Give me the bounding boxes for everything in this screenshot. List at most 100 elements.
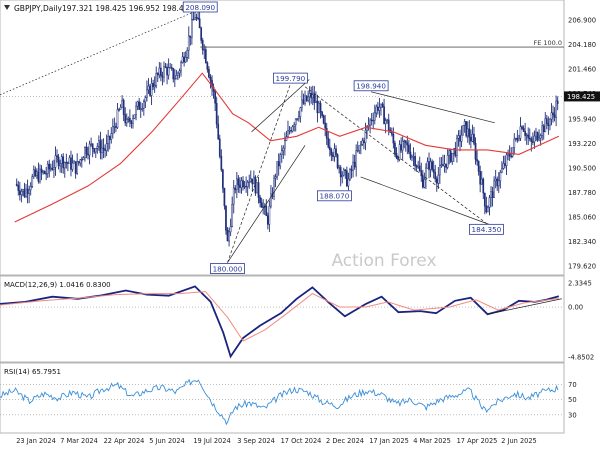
candle-body [136,101,139,107]
candle-body [245,185,247,188]
candle-body [336,154,339,168]
candle-body [373,112,376,121]
candle-body [149,85,151,96]
candle-body [211,80,213,88]
candle-body [510,155,513,158]
candle-body [516,138,519,141]
candle-body [346,170,348,187]
x-tick-label: 17 Jan 2025 [369,437,409,445]
candle-body [246,182,249,187]
candle-body [96,146,99,149]
candle-body [411,156,413,159]
x-tick-label: 7 Mar 2024 [60,437,98,445]
candle-body [53,167,55,170]
candle-body [186,49,189,58]
candle-body [197,17,199,20]
candle-body [426,161,429,169]
candle-body [15,183,18,186]
candle-body [99,140,102,153]
candle-body [28,189,30,194]
candle-body [466,128,469,137]
candle-body [479,171,482,185]
candle-body [390,132,393,135]
candle-body [358,145,361,151]
candle-body [175,75,178,80]
candle-body [493,180,495,198]
candle-body [191,19,193,38]
candle-body [423,179,426,188]
candle-body [439,165,441,176]
candle-body [364,130,367,144]
candle-body [342,169,345,176]
candle-body [107,135,110,144]
macd-trendline [487,298,562,315]
candle-body [187,35,190,51]
candle-body [234,187,237,190]
candle-body [87,153,89,156]
macd-panel [0,275,565,363]
x-tick-label: 2 Jun 2025 [501,437,536,445]
candle-body [146,89,148,98]
candle-body [412,156,415,158]
candle-body [266,215,269,225]
candle-body [471,133,474,142]
candle-body [249,178,252,183]
candle-body [552,112,554,116]
candle-body [77,161,80,164]
candle-body [435,178,438,184]
candle-body [139,108,142,110]
candle-body [56,155,58,158]
candle-body [315,100,317,103]
candle-body [74,161,77,174]
price-tick-label: 206.900 [568,17,596,25]
candle-body [43,171,46,174]
candle-body [507,153,509,156]
candle-body [327,137,330,148]
candle-body [311,94,314,99]
candle-body [225,205,227,231]
candle-body [248,181,251,183]
macd-tick-label: 2.3345 [568,279,592,287]
candle-body [366,126,368,131]
candle-body [377,106,379,111]
candle-body [23,189,26,197]
candle-body [511,147,514,157]
candle-body [527,134,530,139]
candle-body [556,100,559,105]
candle-body [524,131,526,136]
candle-body [115,126,117,128]
candle-body [203,49,206,51]
rsi-tick-label: 70 [568,381,577,389]
candle-body [243,185,246,188]
candle-body [313,94,316,103]
trendline [0,8,201,96]
candle-body [65,162,68,164]
candle-body [555,100,557,118]
candle-body [297,116,300,119]
candle-body [71,162,74,170]
candle-body [153,85,156,88]
triangle-down-icon[interactable] [4,5,10,10]
candle-body [184,57,187,63]
candle-body [330,149,333,156]
candle-body [288,130,291,132]
price-label: 188.070 [320,192,350,201]
candle-body [476,159,478,162]
trendline [371,91,495,124]
candle-body [32,169,35,177]
candle-body [167,67,170,76]
price-tick-label: 182.340 [568,238,596,246]
candle-body [132,118,134,124]
candle-body [321,111,323,116]
candle-body [442,164,444,167]
candle-body [93,148,96,153]
candle-body [101,147,103,153]
candle-body [482,178,485,194]
candle-body [262,205,265,208]
candle-body [361,140,364,145]
macd-tick-label: -4.8502 [568,354,594,362]
candle-body [158,67,161,76]
candle-body [304,95,306,104]
trendline [360,176,495,227]
